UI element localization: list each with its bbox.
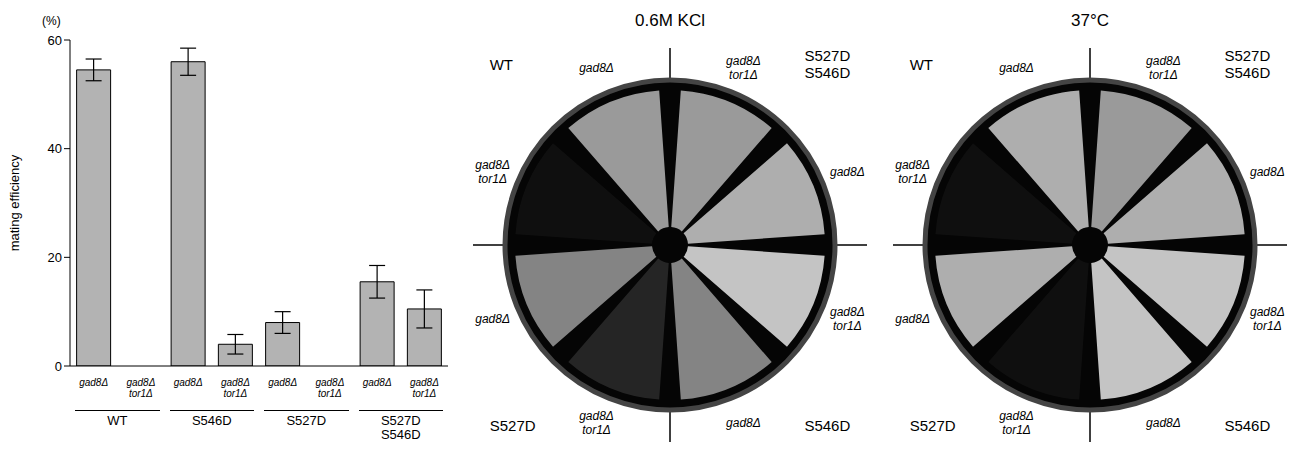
svg-text:gad8Δ: gad8Δ — [726, 416, 761, 430]
svg-text:37°C: 37°C — [1071, 11, 1109, 30]
svg-text:S546D: S546D — [1224, 417, 1270, 434]
html-text:S527D: S527D — [286, 413, 327, 428]
svg-text:gad8Δ: gad8Δ — [268, 377, 297, 388]
svg-text:gad8Δtor1Δ: gad8Δtor1Δ — [726, 54, 761, 82]
svg-text:WT: WT — [490, 56, 513, 73]
svg-text:S546D: S546D — [804, 417, 850, 434]
svg-text:gad8Δ: gad8Δ — [174, 377, 203, 388]
svg-text:S527D: S527D — [490, 417, 536, 434]
svg-text:gad8Δtor1Δ: gad8Δtor1Δ — [221, 377, 250, 399]
svg-text:gad8Δ: gad8Δ — [579, 61, 614, 75]
svg-text:gad8Δtor1Δ: gad8Δtor1Δ — [315, 377, 344, 399]
svg-text:gad8Δ: gad8Δ — [999, 61, 1034, 75]
svg-text:gad8Δtor1Δ: gad8Δtor1Δ — [895, 158, 930, 186]
svg-text:gad8Δ: gad8Δ — [895, 312, 930, 326]
svg-text:mating efficiency: mating efficiency — [7, 154, 22, 251]
svg-text:gad8Δtor1Δ: gad8Δtor1Δ — [1250, 305, 1285, 333]
svg-text:gad8Δtor1Δ: gad8Δtor1Δ — [410, 377, 439, 399]
svg-text:S527D: S527D — [910, 417, 956, 434]
svg-text:0: 0 — [55, 359, 62, 374]
svg-text:60: 60 — [48, 33, 62, 48]
svg-text:S527DS546D: S527DS546D — [804, 47, 850, 81]
svg-text:WT: WT — [910, 56, 933, 73]
svg-text:gad8Δtor1Δ: gad8Δtor1Δ — [1146, 54, 1181, 82]
html-text:S546D: S546D — [380, 427, 421, 442]
svg-text:gad8Δ: gad8Δ — [830, 165, 865, 179]
html-text:S546D: S546D — [191, 413, 232, 428]
svg-text:S527DS546D: S527DS546D — [1224, 47, 1270, 81]
svg-text:40: 40 — [48, 141, 62, 156]
svg-text:20: 20 — [48, 250, 62, 265]
svg-text:gad8Δtor1Δ: gad8Δtor1Δ — [999, 409, 1034, 437]
html-text:S527D: S527D — [380, 413, 421, 428]
svg-text:gad8Δtor1Δ: gad8Δtor1Δ — [126, 377, 155, 399]
svg-text:gad8Δ: gad8Δ — [363, 377, 392, 388]
svg-text:0.6M KCl: 0.6M KCl — [635, 11, 705, 30]
svg-text:gad8Δ: gad8Δ — [475, 312, 510, 326]
html-text:WT: WT — [107, 413, 128, 428]
svg-text:gad8Δ: gad8Δ — [79, 377, 108, 388]
svg-text:gad8Δ: gad8Δ — [1146, 416, 1181, 430]
svg-text:gad8Δtor1Δ: gad8Δtor1Δ — [475, 158, 510, 186]
svg-text:gad8Δtor1Δ: gad8Δtor1Δ — [579, 409, 614, 437]
svg-text:gad8Δ: gad8Δ — [1250, 165, 1285, 179]
svg-text:gad8Δtor1Δ: gad8Δtor1Δ — [830, 305, 865, 333]
